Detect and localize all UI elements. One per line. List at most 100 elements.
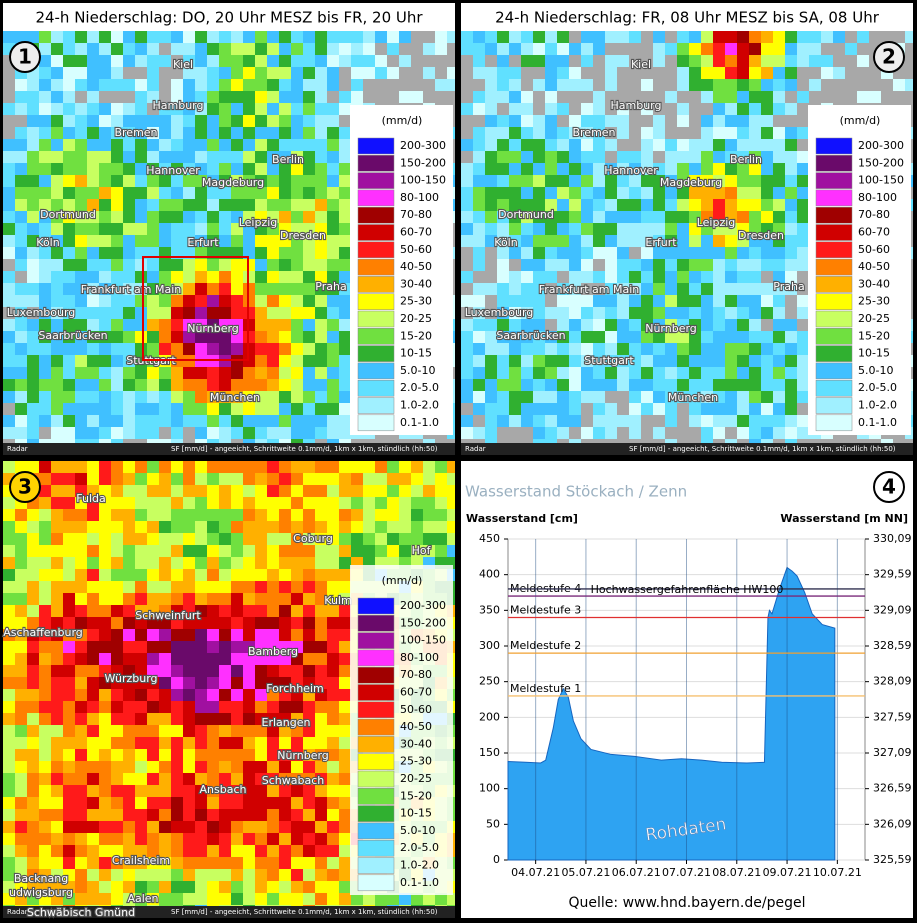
radar-cell — [303, 821, 315, 833]
radar-cell — [557, 127, 569, 139]
radar-cell — [207, 833, 219, 845]
radar-cell — [147, 797, 159, 809]
radar-cell — [545, 439, 557, 443]
radar-cell — [39, 689, 51, 701]
radar-cell — [303, 713, 315, 725]
radar-cell — [231, 55, 243, 67]
radar-cell — [27, 557, 39, 569]
city-label: Stuttgart — [584, 354, 634, 367]
radar-cell — [183, 617, 195, 629]
radar-cell — [111, 641, 123, 653]
radar-cell — [183, 809, 195, 821]
radar-cell — [87, 485, 99, 497]
radar-cell — [87, 665, 99, 677]
radar-cell — [593, 235, 605, 247]
radar-cell — [207, 79, 219, 91]
radar-cell — [255, 545, 267, 557]
radar-cell — [581, 175, 593, 187]
radar-cell — [773, 151, 785, 163]
radar-cell — [111, 415, 123, 427]
radar-cell — [363, 31, 375, 43]
radar-cell — [123, 127, 135, 139]
radar-cell — [279, 869, 291, 881]
radar-cell — [75, 439, 87, 443]
radar-cell — [593, 295, 605, 307]
radar-cell — [737, 379, 749, 391]
radar-cell — [701, 295, 713, 307]
radar-cell — [521, 43, 533, 55]
radar-cell — [701, 379, 713, 391]
city-label: Hannover — [146, 164, 200, 177]
radar-cell — [279, 127, 291, 139]
legend-swatch — [357, 345, 395, 362]
radar-cell — [339, 509, 351, 521]
radar-cell — [473, 175, 485, 187]
radar-cell — [521, 223, 533, 235]
radar-cell — [255, 641, 267, 653]
radar-cell — [509, 151, 521, 163]
radar-cell — [51, 55, 63, 67]
radar-cell — [267, 295, 279, 307]
radar-cell — [387, 545, 399, 557]
radar-cell — [147, 881, 159, 893]
radar-cell — [123, 533, 135, 545]
radar-cell — [99, 569, 111, 581]
radar-cell — [653, 379, 665, 391]
radar-cell — [51, 521, 63, 533]
radar-cell — [725, 211, 737, 223]
radar-cell — [713, 235, 725, 247]
x-tick-label: 05.07.21 — [561, 866, 610, 879]
radar-cell — [219, 331, 231, 343]
radar-cell — [809, 55, 821, 67]
radar-cell — [447, 461, 455, 473]
radar-cell — [87, 31, 99, 43]
radar-cell — [219, 809, 231, 821]
legend-swatch — [815, 137, 853, 155]
radar-cell — [315, 187, 327, 199]
radar-cell — [111, 391, 123, 403]
chart-title: Wasserstand Stöckach / Zenn — [465, 483, 687, 501]
radar-cell — [267, 509, 279, 521]
radar-cell — [171, 773, 183, 785]
radar-cell — [219, 271, 231, 283]
radar-cell — [135, 569, 147, 581]
radar-cell — [147, 427, 159, 439]
radar-cell — [3, 175, 15, 187]
radar-cell — [689, 271, 701, 283]
radar-cell — [497, 187, 509, 199]
radar-cell — [473, 331, 485, 343]
radar-cell — [327, 31, 339, 43]
radar-cell — [63, 905, 75, 906]
radar-cell — [375, 473, 387, 485]
radar-cell — [785, 235, 797, 247]
radar-cell — [665, 187, 677, 199]
radar-cell — [219, 103, 231, 115]
radar-cell — [267, 91, 279, 103]
y-tick-label: 150 — [479, 746, 500, 759]
legend-swatch — [357, 666, 395, 684]
radar-cell — [87, 235, 99, 247]
radar-cell — [569, 415, 581, 427]
radar-cell — [291, 187, 303, 199]
radar-cell — [339, 473, 351, 485]
radar-cell — [581, 307, 593, 319]
radar-cell — [617, 199, 629, 211]
radar-cell — [653, 187, 665, 199]
radar-cell — [183, 259, 195, 271]
radar-cell — [255, 343, 267, 355]
radar-cell — [773, 163, 785, 175]
radar-cell — [219, 79, 231, 91]
radar-cell — [581, 115, 593, 127]
radar-cell — [3, 139, 15, 151]
radar-cell — [509, 295, 521, 307]
radar-cell — [171, 331, 183, 343]
radar-cell — [123, 343, 135, 355]
radar-cell — [27, 641, 39, 653]
radar-cell — [267, 845, 279, 857]
radar-cell — [447, 497, 455, 509]
radar-cell — [99, 473, 111, 485]
radar-cell — [303, 701, 315, 713]
radar-cell — [315, 367, 327, 379]
radar-cell — [51, 439, 63, 443]
radar-cell — [99, 845, 111, 857]
